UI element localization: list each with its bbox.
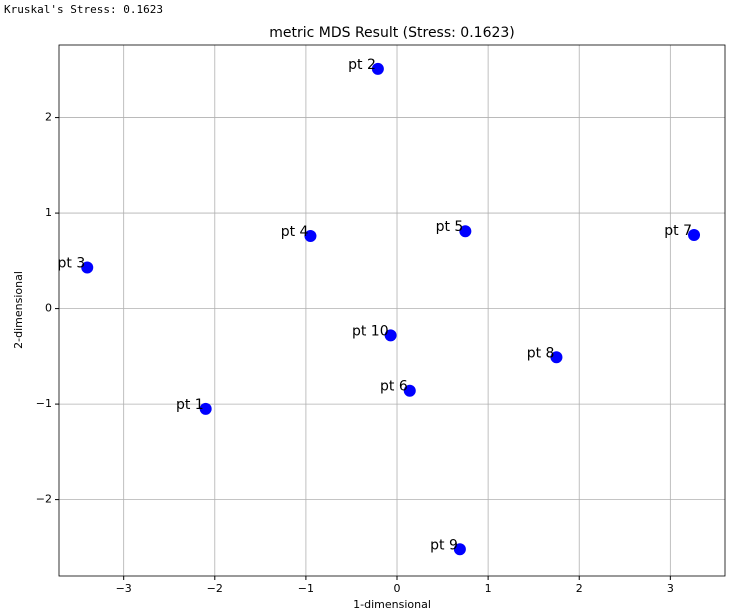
x-tick-label: 1 bbox=[485, 582, 492, 595]
y-tick-label: −1 bbox=[36, 397, 52, 410]
x-tick-label: 2 bbox=[576, 582, 583, 595]
point-label: pt 10 bbox=[352, 323, 389, 339]
point bbox=[371, 62, 384, 75]
y-tick-label: 2 bbox=[45, 111, 52, 124]
plot-frame bbox=[58, 44, 726, 577]
y-axis-label: 2-dimensional bbox=[12, 271, 25, 349]
x-tick-label: −3 bbox=[116, 582, 132, 595]
point bbox=[550, 351, 563, 364]
stress-header: Kruskal's Stress: 0.1623 bbox=[4, 3, 163, 16]
point-label: pt 8 bbox=[527, 345, 555, 361]
point-label: pt 4 bbox=[281, 224, 309, 240]
point bbox=[459, 225, 472, 238]
y-tick-label: 1 bbox=[45, 206, 52, 219]
point bbox=[403, 384, 416, 397]
point bbox=[453, 543, 466, 556]
point-label: pt 7 bbox=[664, 223, 692, 239]
x-axis-label: 1-dimensional bbox=[353, 598, 431, 611]
x-tick-label: −2 bbox=[207, 582, 223, 595]
point bbox=[304, 230, 317, 243]
y-tick-label: 0 bbox=[45, 302, 52, 315]
point bbox=[688, 229, 701, 242]
x-tick-label: 3 bbox=[667, 582, 674, 595]
point-label: pt 5 bbox=[436, 219, 464, 235]
point-label: pt 6 bbox=[380, 379, 408, 395]
x-tick-label: −1 bbox=[298, 582, 314, 595]
y-tick-label: −2 bbox=[36, 493, 52, 506]
chart-title: metric MDS Result (Stress: 0.1623) bbox=[269, 25, 515, 41]
point-label: pt 2 bbox=[348, 57, 376, 73]
point bbox=[81, 261, 94, 274]
point-label: pt 1 bbox=[176, 397, 204, 413]
point bbox=[384, 329, 397, 342]
point-label: pt 9 bbox=[430, 537, 458, 553]
point-label: pt 3 bbox=[58, 256, 86, 272]
point bbox=[199, 402, 212, 415]
x-tick-label: 0 bbox=[394, 582, 401, 595]
